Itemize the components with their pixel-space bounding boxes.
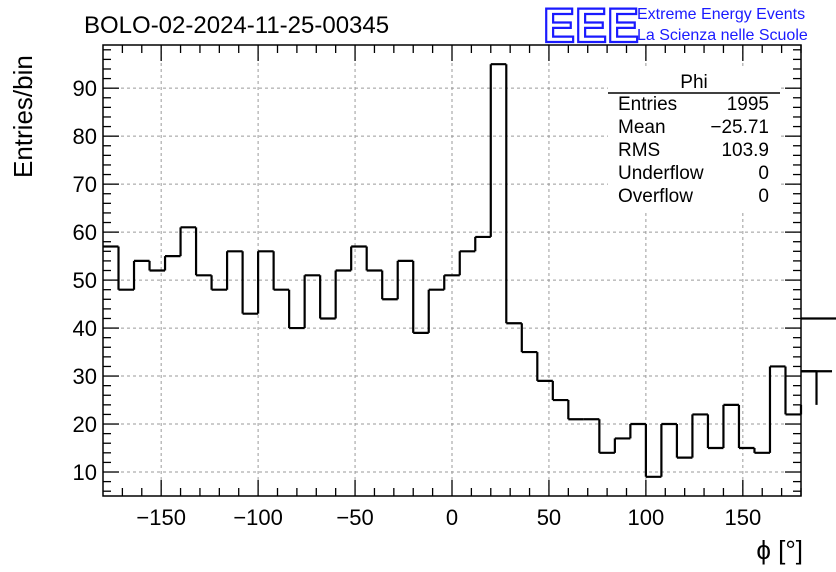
histogram-bin	[753, 448, 770, 454]
histogram-bin	[675, 424, 693, 459]
histogram-bin	[443, 274, 460, 290]
org-name-line2: La Scienza nelle Scuole	[637, 27, 808, 44]
y-tick-label: 40	[73, 316, 97, 341]
histogram-bin	[598, 419, 615, 454]
histogram-bin	[381, 270, 398, 301]
histogram-bin	[801, 317, 836, 320]
histogram-bin	[520, 323, 538, 354]
stats-value-entries: 1995	[727, 94, 769, 115]
tick-labels: −150 −100 −50 0 50 100 150 10 20 30 40 50 60 70 80 90	[73, 76, 762, 530]
y-tick-label: 70	[73, 172, 97, 197]
histogram-bin	[489, 63, 507, 237]
histogram-bin	[257, 250, 274, 314]
x-tick-label: −50	[336, 505, 373, 530]
x-axis-title: ϕ [°]	[756, 535, 803, 565]
histogram-bin	[629, 422, 646, 439]
histogram-bin	[536, 352, 553, 382]
y-tick-label: 90	[73, 76, 97, 101]
histogram-bin	[303, 274, 321, 329]
stats-value-underflow: 0	[758, 163, 769, 184]
histogram-bin	[706, 414, 724, 450]
histogram-bin	[458, 250, 476, 276]
histogram-bin	[768, 365, 786, 453]
x-tick-label: −150	[136, 505, 186, 530]
y-axis-title: Entries/bin	[8, 55, 38, 178]
x-tick-label: −100	[233, 505, 283, 530]
histogram-bin	[319, 275, 336, 320]
stats-value-mean: −25.71	[710, 117, 769, 138]
stats-value-overflow: 0	[758, 186, 769, 207]
histogram-bin	[784, 366, 801, 416]
histogram-bin	[117, 246, 135, 291]
histogram-bin	[334, 269, 352, 319]
histogram-bin	[737, 404, 755, 450]
histogram-bin	[365, 246, 383, 272]
y-tick-label: 80	[73, 124, 97, 149]
chart-title: BOLO-02-2024-11-25-00345	[84, 12, 389, 39]
grid-lines	[103, 45, 801, 496]
histogram-bin	[474, 235, 491, 252]
histogram-series	[103, 63, 836, 478]
histogram-bin	[505, 64, 522, 325]
x-tick-label: 150	[724, 505, 761, 530]
stats-label-rms: RMS	[618, 140, 660, 161]
histogram-bin	[396, 259, 414, 300]
histogram-bin	[194, 227, 212, 277]
histogram-bin	[801, 370, 818, 405]
stats-label-entries: Entries	[618, 94, 677, 115]
stats-box: Phi Entries 1995 Mean −25.71 RMS 103.9 U…	[608, 66, 780, 212]
stats-label-overflow: Overflow	[618, 186, 693, 207]
histogram-bin	[272, 251, 290, 291]
histogram-bin	[148, 260, 166, 272]
histogram-bin	[225, 250, 243, 290]
histogram-bin	[660, 422, 677, 477]
histogram-bin	[350, 245, 367, 271]
histogram-bin	[132, 259, 150, 290]
stats-label-mean: Mean	[618, 117, 666, 138]
histogram-bin	[551, 380, 569, 402]
histogram-bin	[644, 424, 662, 478]
eee-logo-mark: EEE	[543, 0, 639, 53]
x-tick-label: 50	[537, 505, 561, 530]
histogram-bin	[567, 400, 584, 421]
y-tick-label: 50	[73, 268, 97, 293]
y-tick-label: 30	[73, 364, 97, 389]
histogram-bin	[210, 275, 228, 291]
histogram-bin	[722, 403, 739, 449]
histogram-bin	[241, 251, 259, 315]
histogram-bin	[691, 413, 708, 458]
histogram-bin	[427, 288, 445, 333]
y-tick-label: 20	[73, 412, 97, 437]
histogram-bin	[412, 260, 429, 334]
y-tick-label: 10	[73, 460, 97, 485]
stats-label-underflow: Underflow	[618, 163, 704, 184]
histogram-bin	[288, 289, 305, 330]
eee-logo: EEE Extreme Energy Events La Scienza nel…	[542, 0, 808, 54]
histogram-bin	[163, 255, 181, 271]
stats-title: Phi	[680, 72, 707, 93]
axes	[102, 44, 802, 497]
stats-box-bg	[608, 66, 780, 212]
x-tick-label: 0	[446, 505, 458, 530]
y-tick-label: 60	[73, 220, 97, 245]
x-tick-label: 100	[628, 505, 665, 530]
histogram-bin	[613, 437, 631, 453]
org-name-line1: Extreme Energy Events	[637, 6, 805, 23]
histogram-bin	[179, 226, 197, 257]
stats-value-rms: 103.9	[721, 140, 769, 161]
